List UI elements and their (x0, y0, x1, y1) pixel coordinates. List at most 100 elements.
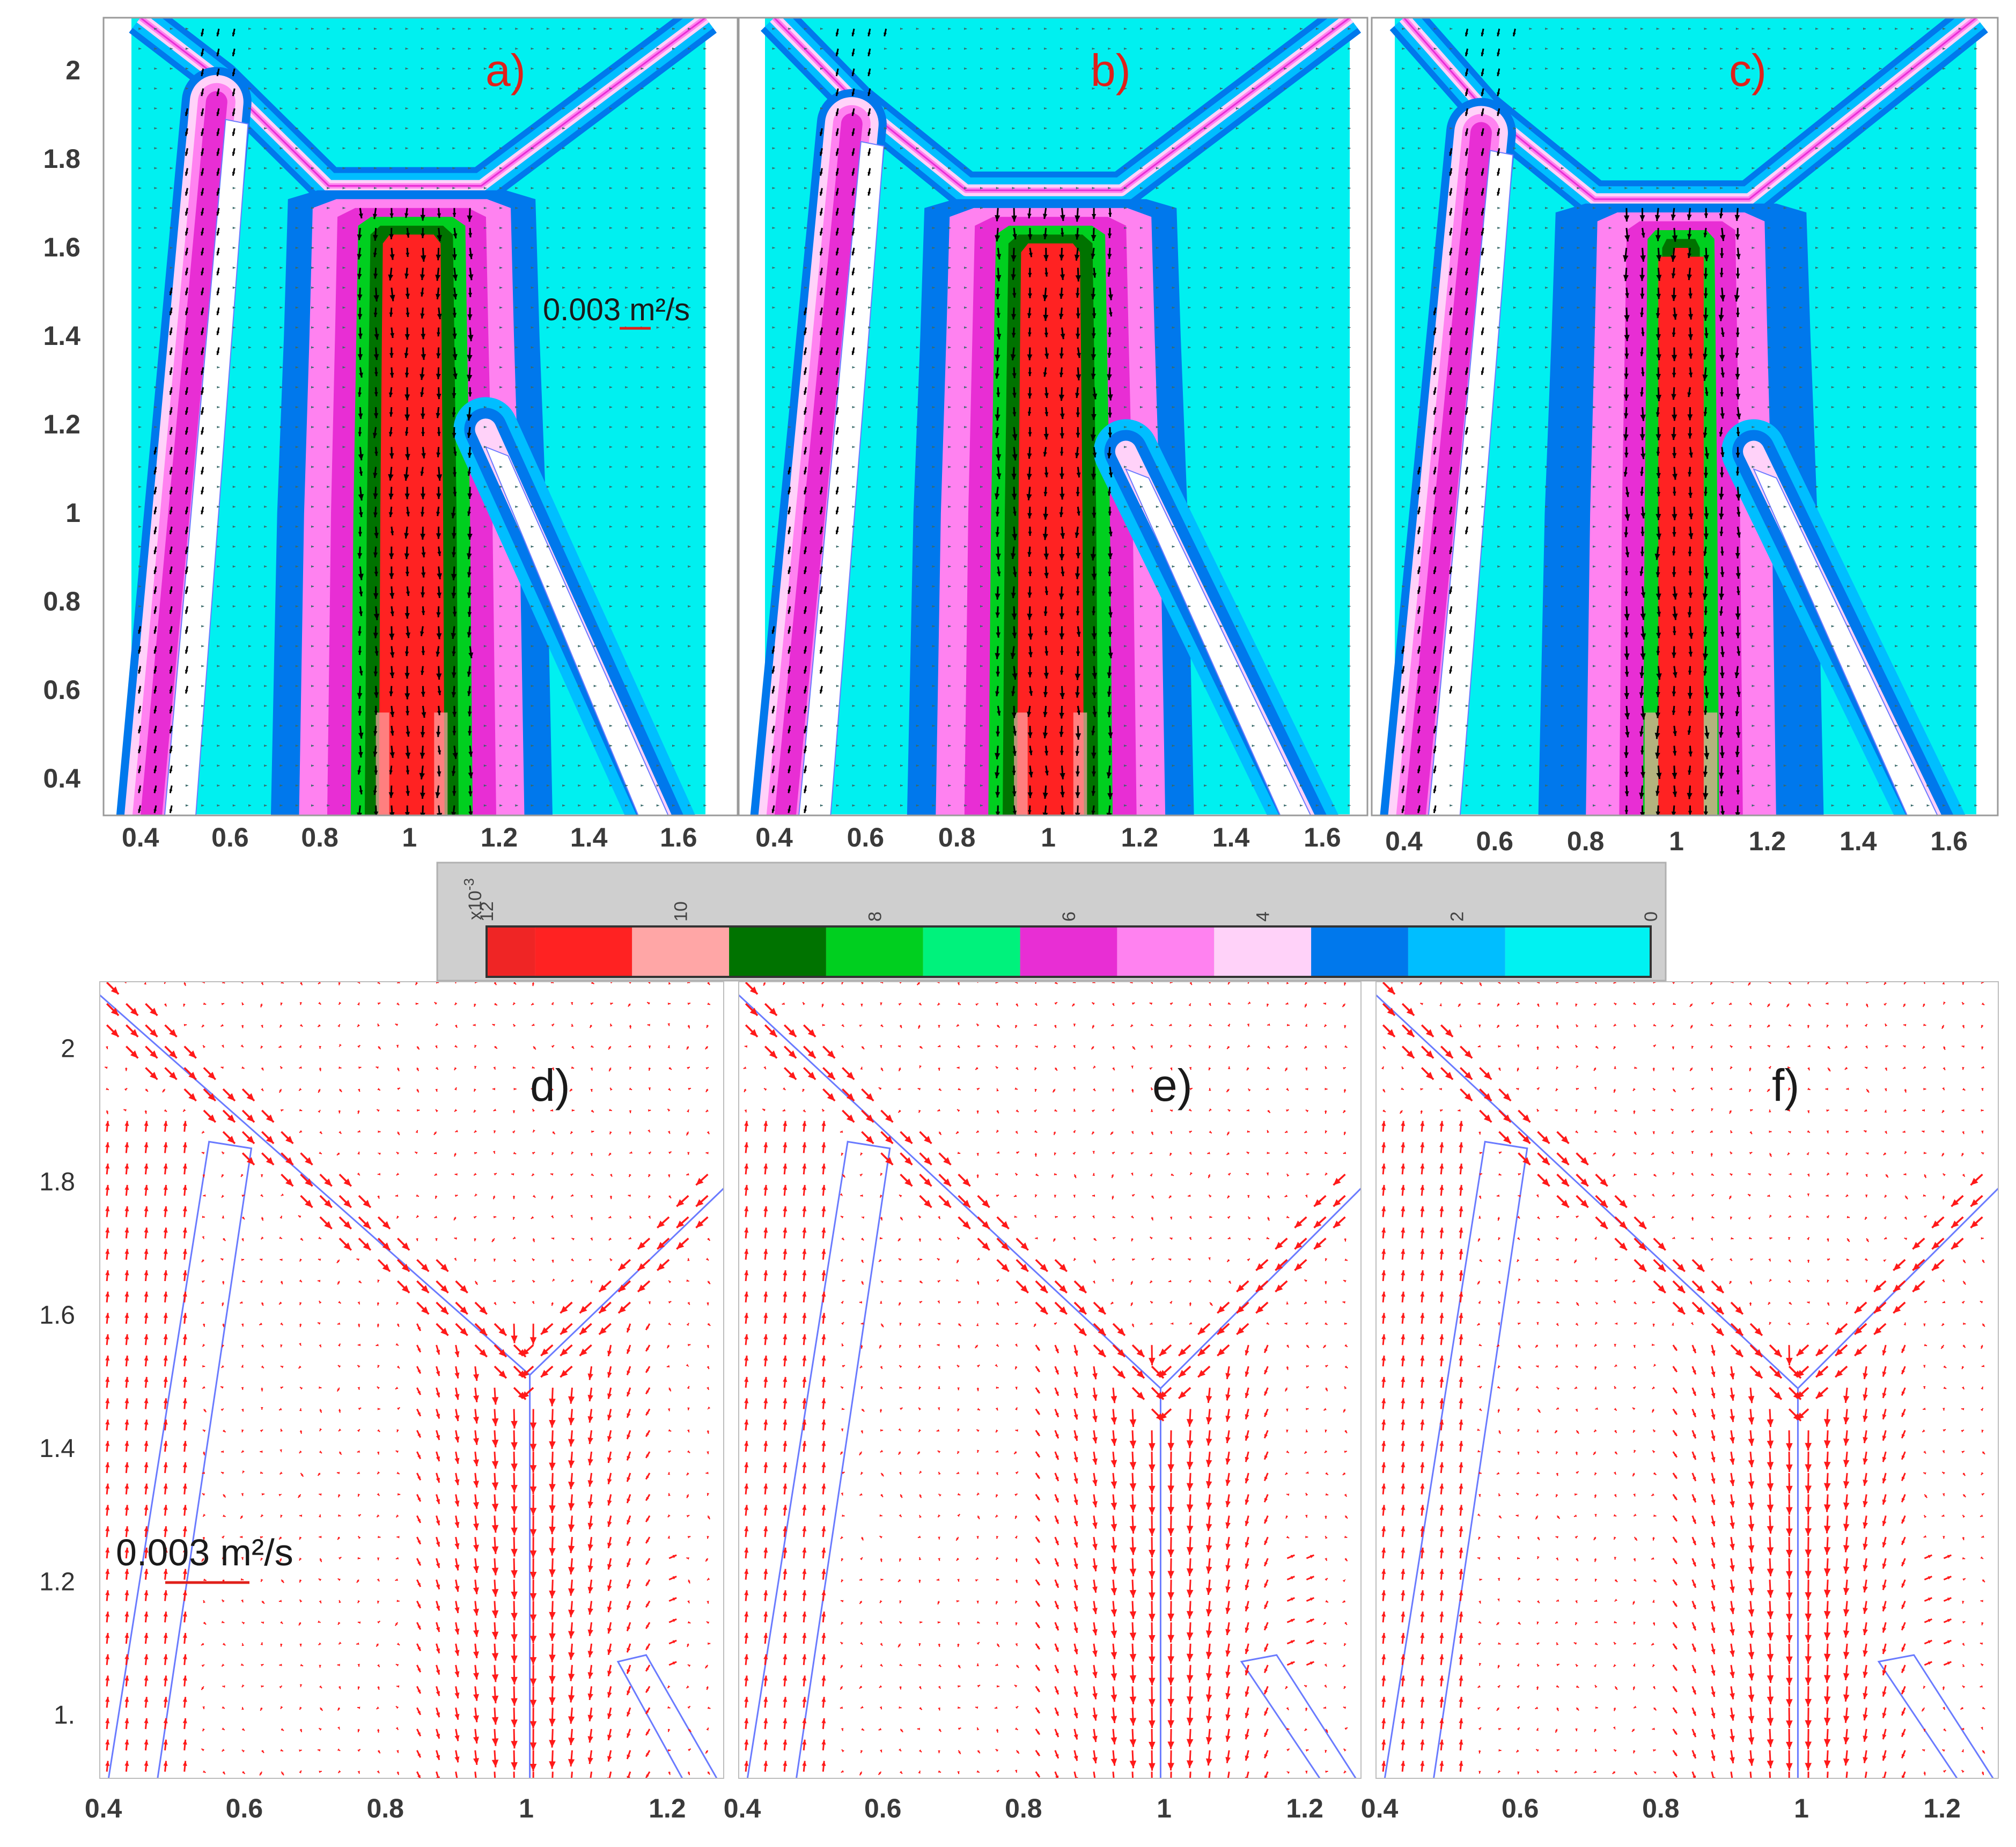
v-arrow-head (264, 406, 267, 409)
v-arrow-head (656, 406, 659, 409)
v-arrow-head (1091, 333, 1096, 339)
v-arrow-head (1012, 791, 1017, 797)
v-arrow-head (867, 112, 871, 116)
v-arrow-head (546, 525, 549, 528)
v-arrow-head (531, 386, 534, 389)
v-arrow-head (703, 147, 707, 150)
v-arrow-head (342, 187, 345, 189)
v-arrow-head (1044, 47, 1047, 50)
v-arrow-head (804, 650, 807, 654)
v-arrow-head (964, 167, 967, 170)
v-arrow-head (916, 645, 919, 647)
v-arrow-head (1156, 466, 1159, 468)
v-arrow-head (279, 685, 283, 687)
v-arrow-head (948, 704, 951, 708)
v-arrow-head (546, 187, 549, 189)
v-arrow-head (232, 645, 236, 647)
v-arrow-head (562, 187, 565, 189)
v-arrow-head (578, 485, 581, 488)
v-arrow-head (625, 485, 628, 488)
v-arrow-head (641, 346, 644, 349)
v-arrow-head (900, 665, 903, 667)
v-arrow-head (374, 187, 377, 189)
v-arrow-head (884, 724, 887, 727)
v-arrow-head (804, 590, 807, 594)
v-arrow-head (327, 246, 330, 249)
v-arrow-head (201, 152, 204, 156)
v-arrow-head (389, 553, 394, 560)
v-arrow-head (593, 366, 597, 369)
v-arrow-head (641, 226, 644, 230)
v-arrow-head (1156, 406, 1159, 409)
v-arrow-head (1140, 466, 1143, 468)
v-arrow-head (1044, 770, 1049, 776)
v-arrow-head (868, 764, 871, 767)
v-arrow-head (884, 585, 887, 588)
v-arrow-head (900, 466, 903, 468)
v-arrow-head (374, 87, 377, 90)
v-arrow-head (703, 47, 707, 50)
v-arrow-head (852, 585, 855, 588)
v-arrow-head (515, 585, 518, 588)
v-arrow-head (515, 704, 518, 708)
v-arrow-head (948, 545, 951, 548)
v-arrow-head (932, 326, 935, 329)
v-arrow-head (499, 286, 503, 289)
v-arrow-head (804, 630, 807, 634)
v-arrow-head (1028, 372, 1032, 377)
v-arrow-head (995, 811, 1000, 815)
v-arrow-head (1140, 187, 1143, 189)
v-arrow-head (852, 565, 855, 568)
v-arrow-head (625, 187, 628, 189)
v-arrow-head (688, 127, 691, 130)
v-arrow-head (342, 804, 345, 807)
v-arrow-head (390, 531, 394, 535)
v-arrow-head (593, 286, 597, 289)
v-arrow-head (279, 665, 283, 667)
v-arrow-head (169, 351, 173, 355)
v-arrow-head (578, 386, 581, 389)
v-arrow-head (703, 704, 707, 708)
v-arrow-head (948, 147, 951, 150)
v-arrow-head (1124, 625, 1127, 628)
v-arrow-head (625, 764, 628, 767)
v-arrow-head (788, 286, 791, 289)
v-arrow-head (852, 625, 855, 628)
v-arrow-head (836, 565, 839, 568)
v-arrow-head (562, 485, 565, 488)
v-arrow-head (819, 271, 823, 276)
v-arrow-head (1140, 67, 1143, 70)
v-arrow-head (932, 266, 935, 269)
v-arrow-head (217, 605, 220, 608)
v-arrow-head (483, 724, 487, 727)
v-arrow-head (656, 326, 659, 329)
v-arrow-head (1140, 665, 1143, 667)
v-arrow-head (531, 625, 534, 628)
v-arrow-head (452, 187, 455, 189)
v-arrow-head (201, 685, 204, 687)
v-arrow-head (546, 286, 549, 289)
v-arrow-head (435, 274, 441, 281)
v-arrow-head (980, 266, 983, 269)
v-arrow-head (578, 326, 581, 329)
v-arrow-head (625, 446, 628, 448)
v-arrow-head (1059, 452, 1064, 456)
v-arrow-head (232, 406, 236, 409)
v-arrow-head (499, 107, 503, 110)
velocity-arrows (138, 27, 707, 815)
v-arrow-head (703, 187, 707, 189)
v-arrow-head (1044, 272, 1048, 277)
v-arrow-head (515, 744, 518, 747)
v-arrow-head (232, 386, 236, 389)
v-arrow-head (656, 565, 659, 568)
v-arrow-head (531, 187, 534, 189)
v-arrow-head (932, 346, 935, 349)
v-arrow-head (185, 451, 188, 455)
v-arrow-head (804, 67, 807, 70)
v-arrow-head (900, 505, 903, 508)
v-arrow-head (311, 366, 314, 369)
v-arrow-head (372, 214, 378, 219)
v-arrow-head (515, 167, 518, 170)
v-arrow-head (836, 804, 839, 807)
v-arrow-head (216, 311, 220, 315)
